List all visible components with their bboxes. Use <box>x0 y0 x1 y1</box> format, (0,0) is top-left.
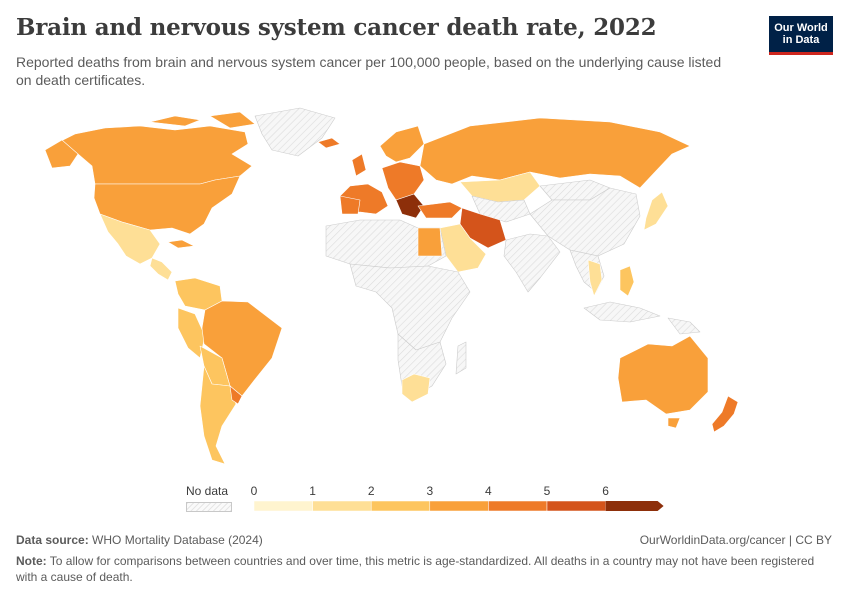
region-saudi[interactable] <box>439 223 487 273</box>
chart-subtitle: Reported deaths from brain and nervous s… <box>16 54 722 88</box>
region-south-africa[interactable] <box>401 373 431 403</box>
region-africa-north[interactable] <box>325 219 447 269</box>
legend-tick-3: 3 <box>426 484 434 498</box>
legend-bin-2[interactable] <box>370 500 431 512</box>
region-europe-central[interactable] <box>381 161 425 201</box>
region-russia[interactable] <box>419 117 691 189</box>
legend-bin-0[interactable] <box>254 500 313 512</box>
legend-bin-4[interactable] <box>488 500 548 512</box>
data-source: Data source: WHO Mortality Database (202… <box>16 533 263 547</box>
legend-no-data-label: No data <box>186 484 229 498</box>
owid-logo[interactable]: Our World in Data <box>769 16 833 55</box>
region-indonesia[interactable] <box>583 301 661 323</box>
region-india[interactable] <box>503 233 561 293</box>
region-uruguay[interactable] <box>229 385 243 405</box>
region-greenland[interactable] <box>254 107 336 157</box>
legend-bin-1[interactable] <box>312 500 372 512</box>
legend-tick-5: 5 <box>543 484 551 498</box>
region-madagascar[interactable] <box>455 341 467 375</box>
legend-bin-5[interactable] <box>546 500 606 512</box>
data-source-text[interactable]: WHO Mortality Database (2024) <box>92 533 263 547</box>
region-argentina[interactable] <box>199 365 237 465</box>
region-cuba[interactable] <box>167 239 195 249</box>
data-source-label: Data source: <box>16 533 89 547</box>
region-png[interactable] <box>667 317 701 335</box>
region-turkey[interactable] <box>417 201 463 219</box>
region-peru[interactable] <box>177 307 206 359</box>
region-canada-arctic[interactable] <box>149 111 256 129</box>
region-iberia[interactable] <box>339 195 361 215</box>
region-mexico[interactable] <box>99 213 161 265</box>
region-china[interactable] <box>529 187 641 257</box>
legend-bin-6[interactable] <box>605 501 664 511</box>
region-uk[interactable] <box>351 153 367 177</box>
region-philippines[interactable] <box>619 265 635 297</box>
legend-color-scale <box>254 500 664 512</box>
region-new-zealand[interactable] <box>711 395 739 433</box>
legend-bin-3[interactable] <box>429 500 489 512</box>
footer-note: Note: To allow for comparisons between c… <box>16 553 816 585</box>
footer-url[interactable]: OurWorldinData.org/cancer | CC BY <box>639 533 832 547</box>
region-scandinavia[interactable] <box>379 125 425 163</box>
region-thailand[interactable] <box>587 259 603 297</box>
region-alaska[interactable] <box>44 139 79 169</box>
chart-title: Brain and nervous system cancer death ra… <box>16 14 657 41</box>
region-central-america[interactable] <box>149 257 173 281</box>
region-brazil[interactable] <box>201 300 283 397</box>
note-text: To allow for comparisons between countri… <box>16 554 815 584</box>
note-label: Note: <box>16 554 47 568</box>
legend-no-data-swatch[interactable] <box>186 502 232 512</box>
legend-tick-2: 2 <box>367 484 375 498</box>
legend-tick-0: 0 <box>250 484 258 498</box>
region-balkans[interactable] <box>395 193 425 219</box>
legend-tick-6: 6 <box>602 484 609 498</box>
logo-line-1: Our World <box>774 22 828 34</box>
region-tasmania[interactable] <box>667 417 681 429</box>
region-africa-central[interactable] <box>349 263 471 351</box>
legend-tick-1: 1 <box>309 484 316 498</box>
legend-tick-4: 4 <box>485 484 492 498</box>
region-japan[interactable] <box>643 191 669 231</box>
region-iceland[interactable] <box>317 137 341 149</box>
region-canada[interactable] <box>54 125 253 185</box>
region-australia[interactable] <box>617 335 709 415</box>
region-egypt[interactable] <box>417 227 443 257</box>
logo-line-2: in Data <box>782 34 820 46</box>
world-map <box>44 107 739 465</box>
